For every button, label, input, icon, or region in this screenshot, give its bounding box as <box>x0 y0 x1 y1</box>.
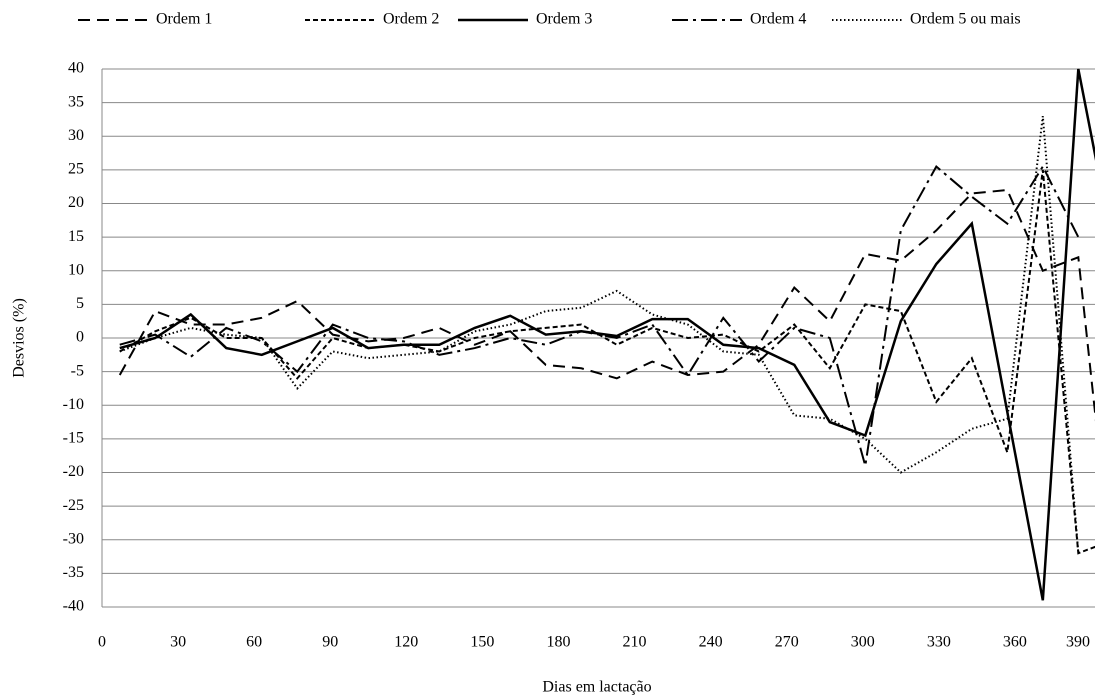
x-tick-label: 60 <box>246 634 262 651</box>
legend-label: Ordem 5 ou mais <box>910 11 1021 28</box>
y-tick-label: 35 <box>68 93 84 110</box>
legend-label: Ordem 3 <box>536 11 592 28</box>
y-tick-label: 20 <box>68 194 84 211</box>
series-line <box>118 188 1095 422</box>
x-tick-label: 90 <box>322 634 338 651</box>
y-tick-label: 0 <box>76 329 84 346</box>
series-line <box>119 164 1080 467</box>
series-line <box>119 115 1080 554</box>
legend-label: Ordem 1 <box>156 11 212 28</box>
y-tick-label: -25 <box>63 497 84 514</box>
x-axis-label: Dias em lactação <box>542 679 651 696</box>
y-tick-label: -40 <box>63 598 84 615</box>
x-tick-label: 240 <box>699 634 723 651</box>
x-tick-label: 330 <box>927 634 951 651</box>
y-tick-label: -10 <box>63 396 84 413</box>
y-tick-label: -20 <box>63 463 84 480</box>
y-axis-label: Desvios (%) <box>11 298 28 378</box>
x-tick-label: 180 <box>546 634 570 651</box>
y-tick-label: 5 <box>76 295 84 312</box>
y-tick-label: 15 <box>68 228 84 245</box>
x-tick-label: 0 <box>98 634 106 651</box>
series-line <box>119 68 1095 601</box>
x-tick-label: 120 <box>394 634 418 651</box>
x-tick-label: 390 <box>1066 634 1090 651</box>
x-tick-label: 270 <box>775 634 799 651</box>
y-tick-label: -5 <box>71 362 84 379</box>
x-tick-label: 30 <box>170 634 186 651</box>
legend-label: Ordem 4 <box>750 11 806 28</box>
y-tick-label: -15 <box>63 430 84 447</box>
y-tick-label: 30 <box>68 127 84 144</box>
plot-area <box>118 68 1095 601</box>
legend-label: Ordem 2 <box>383 11 439 28</box>
y-tick-label: 10 <box>68 261 84 278</box>
x-tick-label: 210 <box>623 634 647 651</box>
series-line <box>119 169 1095 555</box>
y-tick-label: -30 <box>63 530 84 547</box>
y-tick-label: -35 <box>63 564 84 581</box>
x-tick-label: 150 <box>470 634 494 651</box>
x-tick-label: 300 <box>851 634 875 651</box>
x-tick-label: 360 <box>1003 634 1027 651</box>
y-tick-label: 25 <box>68 161 84 178</box>
y-tick-label: 40 <box>68 60 84 77</box>
